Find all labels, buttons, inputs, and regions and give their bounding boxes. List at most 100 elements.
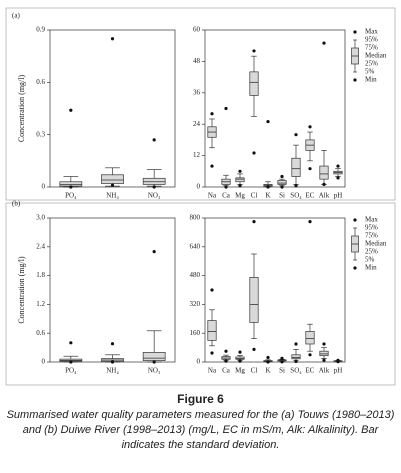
max-point	[110, 342, 115, 346]
min-point	[322, 358, 326, 362]
x-tick-label: Mg	[235, 192, 245, 200]
plot-frame	[49, 29, 176, 188]
min-point	[322, 182, 326, 186]
panel-label: (b)	[12, 200, 21, 208]
min-point	[308, 353, 312, 357]
legend-dot	[353, 78, 357, 82]
min-point	[336, 176, 340, 180]
caption-title: Figure 6	[177, 392, 224, 406]
min-point	[110, 360, 115, 364]
max-point	[280, 174, 284, 179]
min-point	[210, 164, 214, 168]
x-tick-label: Alk	[319, 192, 330, 200]
x-tick-label: Ca	[222, 192, 231, 200]
max-point	[110, 37, 115, 41]
legend-label: 95%	[365, 36, 378, 44]
x-tick-label: NO₃	[148, 192, 161, 200]
x-tick-label: Si	[279, 192, 285, 200]
max-point	[308, 220, 312, 224]
max-point	[238, 169, 242, 173]
max-point	[294, 342, 298, 346]
panel-frame	[5, 202, 396, 386]
max-point	[266, 355, 270, 360]
x-tick-label: Cl	[251, 367, 258, 375]
x-tick-label: SO₄	[290, 192, 302, 200]
box	[305, 331, 315, 345]
y-tick-label: 160	[190, 329, 201, 337]
y-tick-label: 60	[193, 26, 201, 34]
box	[277, 180, 287, 185]
x-tick-label: Cl	[251, 192, 258, 200]
min-point	[280, 185, 284, 189]
legend-label: 5%	[365, 256, 375, 264]
x-tick-label: SO₄	[290, 367, 302, 375]
box	[249, 277, 259, 323]
panel-frame	[5, 7, 396, 201]
x-tick-label: PO₄	[65, 367, 77, 375]
y-tick-label: 0.9	[36, 26, 45, 34]
min-point	[110, 183, 115, 187]
y-tick-label: 3.0	[36, 214, 45, 222]
x-tick-label: EC	[306, 192, 315, 200]
legend-label: Median	[365, 52, 387, 60]
legend-label: Min	[365, 76, 377, 84]
legend-label: Max	[365, 28, 378, 36]
y-tick-label: 0	[42, 358, 46, 366]
max-point	[336, 164, 340, 168]
x-tick-label: pH	[334, 367, 343, 375]
box	[142, 352, 166, 361]
legend-label: 5%	[365, 68, 375, 76]
min-point	[294, 359, 298, 364]
box	[101, 174, 124, 184]
legend-label: 95%	[365, 224, 378, 232]
box	[207, 320, 217, 341]
min-point	[336, 360, 340, 364]
y-tick-label: 0.3	[36, 130, 45, 138]
x-tick-label: Mg	[235, 367, 245, 375]
x-tick-label: K	[265, 367, 270, 375]
box	[235, 177, 245, 183]
legend-dot	[353, 266, 357, 270]
max-point	[69, 108, 73, 112]
x-tick-label: Na	[208, 367, 217, 375]
legend-label: Min	[365, 264, 377, 272]
max-point	[266, 119, 270, 124]
min-point	[152, 360, 156, 364]
legend-label: 75%	[365, 232, 378, 240]
legend-label: Max	[365, 216, 378, 224]
legend-label: 25%	[365, 60, 378, 68]
y-tick-label: 48	[193, 57, 201, 65]
y-tick-label: 0	[42, 183, 46, 191]
x-tick-label: Alk	[319, 367, 330, 375]
y-tick-label: 2.4	[36, 242, 45, 250]
legend-label: 25%	[365, 248, 378, 256]
x-tick-label: pH	[334, 192, 343, 200]
y-axis-title: Concentration (mg/l)	[17, 75, 26, 143]
y-tick-label: 12	[193, 151, 201, 159]
x-tick-label: K	[265, 192, 270, 200]
max-point	[252, 220, 256, 224]
y-tick-label: 480	[190, 271, 201, 279]
box	[291, 157, 301, 177]
plot-frame	[204, 217, 346, 363]
legend-label: 75%	[365, 44, 378, 52]
box	[291, 354, 301, 360]
max-point	[224, 349, 228, 353]
min-point	[238, 184, 242, 188]
y-tick-label: 0.6	[36, 329, 45, 337]
box	[319, 165, 329, 180]
min-point	[224, 359, 228, 363]
legend-dot	[353, 30, 357, 34]
max-point	[210, 288, 214, 292]
max-point	[280, 356, 284, 360]
x-tick-label: EC	[306, 367, 315, 375]
y-tick-label: 36	[193, 88, 201, 96]
min-point	[224, 185, 228, 189]
max-point	[308, 125, 312, 129]
max-point	[210, 112, 214, 116]
y-axis-title: Concentration (mg/l)	[17, 256, 26, 324]
y-tick-label: 1.8	[36, 271, 45, 279]
min-point	[152, 185, 156, 189]
max-point	[294, 133, 298, 137]
